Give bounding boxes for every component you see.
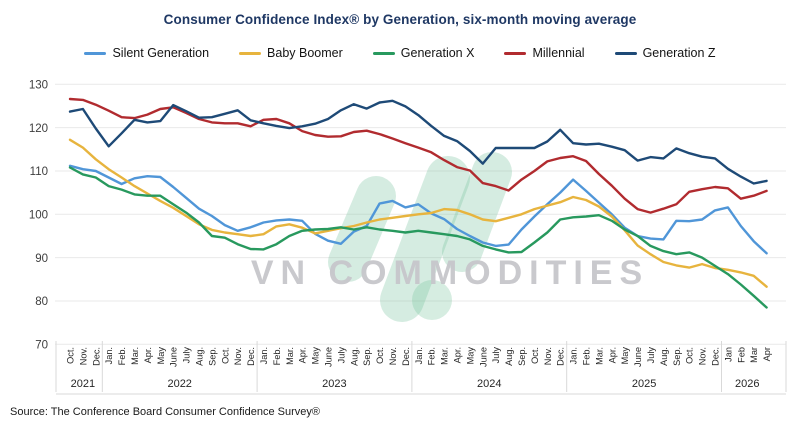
watermark-logo-dot bbox=[412, 280, 452, 320]
legend-swatch-generation-z bbox=[614, 51, 637, 55]
x-axis-tick-label: Jan. bbox=[414, 347, 424, 364]
x-axis-tick-label: Feb bbox=[736, 347, 746, 363]
year-label: 2024 bbox=[477, 378, 501, 390]
x-axis-tick-label: Nov. bbox=[388, 347, 398, 365]
x-axis-tick-label: May bbox=[465, 347, 475, 365]
x-axis-tick-label: Sep. bbox=[207, 347, 217, 366]
y-axis-tick-label: 90 bbox=[35, 253, 48, 265]
source-note: Source: The Conference Board Consumer Co… bbox=[10, 406, 320, 418]
y-axis-tick-label: 120 bbox=[29, 123, 48, 135]
x-axis-tick-label: Dec. bbox=[401, 347, 411, 366]
x-axis-tick-label: Apr. bbox=[453, 347, 463, 363]
x-axis-tick-label: Nov. bbox=[78, 347, 88, 365]
x-axis-tick-label: Feb. bbox=[427, 347, 437, 365]
x-axis-tick-label: Dec. bbox=[711, 347, 721, 366]
x-axis-tick-label: May bbox=[620, 347, 630, 365]
x-axis-tick-label: Nov. bbox=[698, 347, 708, 365]
x-axis-tick-label: Sep. bbox=[672, 347, 682, 366]
x-axis-tick-label: Mar. bbox=[594, 347, 604, 365]
watermark-logo-bar bbox=[380, 156, 470, 322]
legend-label: Generation X bbox=[400, 46, 475, 60]
legend-label: Millennial bbox=[532, 46, 585, 60]
series-line-silent-generation bbox=[68, 164, 768, 255]
x-axis-tick-label: Mar. bbox=[285, 347, 295, 365]
x-axis-tick-label: Jan. bbox=[259, 347, 269, 364]
x-axis-tick-label: Oct. bbox=[530, 347, 540, 364]
x-axis-tick-label: Oct. bbox=[375, 347, 385, 364]
x-axis-tick-label: Apr. bbox=[298, 347, 308, 363]
x-axis-tick-label: Nov. bbox=[233, 347, 243, 365]
x-axis-tick-label: Aug. bbox=[504, 347, 514, 366]
year-label: 2022 bbox=[167, 378, 191, 390]
y-axis-tick-label: 80 bbox=[35, 296, 48, 308]
year-label: 2023 bbox=[322, 378, 346, 390]
x-axis-tick-label: July bbox=[491, 347, 501, 364]
x-axis-tick-label: Jan. bbox=[569, 347, 579, 364]
x-axis-tick-label: Oct. bbox=[685, 347, 695, 364]
x-axis-tick-label: Oct. bbox=[66, 347, 76, 364]
x-axis-tick-label: Dec. bbox=[556, 347, 566, 366]
series-line-millennial bbox=[68, 97, 768, 214]
x-axis-tick-label: Dec. bbox=[246, 347, 256, 366]
legend-item-generation-x: Generation X bbox=[372, 46, 475, 60]
x-axis-tick-label: May bbox=[311, 347, 321, 365]
legend-item-silent-generation: Silent Generation bbox=[84, 46, 209, 60]
legend: Silent Generation Baby Boomer Generation… bbox=[0, 46, 800, 60]
x-axis-tick-label: Jan. bbox=[104, 347, 114, 364]
x-axis-tick-label: Apr bbox=[762, 347, 772, 361]
x-axis-tick-label: June bbox=[169, 347, 179, 367]
x-axis-tick-label: Aug. bbox=[195, 347, 205, 366]
legend-item-millennial: Millennial bbox=[504, 46, 585, 60]
series-line-generation-z bbox=[68, 99, 768, 185]
x-axis-tick-label: Mar bbox=[749, 347, 759, 363]
watermark-text: VN COMMODITIES bbox=[251, 254, 649, 292]
x-axis-tick-label: Mar. bbox=[440, 347, 450, 365]
x-axis-tick-label: Aug. bbox=[349, 347, 359, 366]
x-axis-tick-label: July bbox=[646, 347, 656, 364]
year-label: 2025 bbox=[632, 378, 656, 390]
x-axis-tick-label: June bbox=[478, 347, 488, 367]
x-axis-tick-label: Oct. bbox=[220, 347, 230, 364]
x-axis-tick-label: Mar. bbox=[130, 347, 140, 365]
legend-swatch-baby-boomer bbox=[239, 51, 262, 55]
legend-item-generation-z: Generation Z bbox=[614, 46, 716, 60]
chart-title: Consumer Confidence Index® by Generation… bbox=[163, 12, 637, 27]
legend-swatch-millennial bbox=[504, 51, 527, 55]
legend-item-baby-boomer: Baby Boomer bbox=[239, 46, 343, 60]
x-axis-tick-label: Apr. bbox=[143, 347, 153, 363]
x-axis-tick-label: Dec. bbox=[91, 347, 101, 366]
y-axis-tick-label: 110 bbox=[30, 166, 48, 178]
x-axis-tick-label: June bbox=[324, 347, 334, 367]
year-label: 2021 bbox=[71, 378, 95, 390]
x-axis-tick-label: June bbox=[633, 347, 643, 367]
x-axis-tick-label: July bbox=[336, 347, 346, 364]
x-axis-tick-label: Feb. bbox=[582, 347, 592, 365]
x-axis-tick-label: Jan bbox=[723, 347, 733, 362]
x-axis-tick-label: Sep. bbox=[517, 347, 527, 366]
x-axis-tick-label: Sep. bbox=[362, 347, 372, 366]
x-axis-tick-label: Aug. bbox=[659, 347, 669, 366]
y-axis-tick-label: 130 bbox=[29, 80, 48, 92]
x-axis-tick-label: Nov. bbox=[543, 347, 553, 365]
y-axis-tick-label: 100 bbox=[29, 210, 48, 222]
series-line-generation-x bbox=[68, 166, 768, 309]
legend-label: Baby Boomer bbox=[267, 46, 343, 60]
year-label: 2026 bbox=[735, 378, 759, 390]
legend-label: Silent Generation bbox=[112, 46, 210, 60]
x-axis-tick-label: May bbox=[156, 347, 166, 365]
x-axis-tick-label: Feb. bbox=[117, 347, 127, 365]
legend-swatch-silent-generation bbox=[84, 51, 107, 55]
y-axis-tick-label: 70 bbox=[35, 340, 48, 352]
series-line-baby-boomer bbox=[68, 138, 768, 288]
x-axis-tick-label: Feb. bbox=[272, 347, 282, 365]
x-axis-tick-label: Apr. bbox=[607, 347, 617, 363]
legend-swatch-generation-x bbox=[372, 51, 395, 55]
x-axis-tick-label: July bbox=[182, 347, 192, 364]
legend-label: Generation Z bbox=[642, 46, 716, 60]
